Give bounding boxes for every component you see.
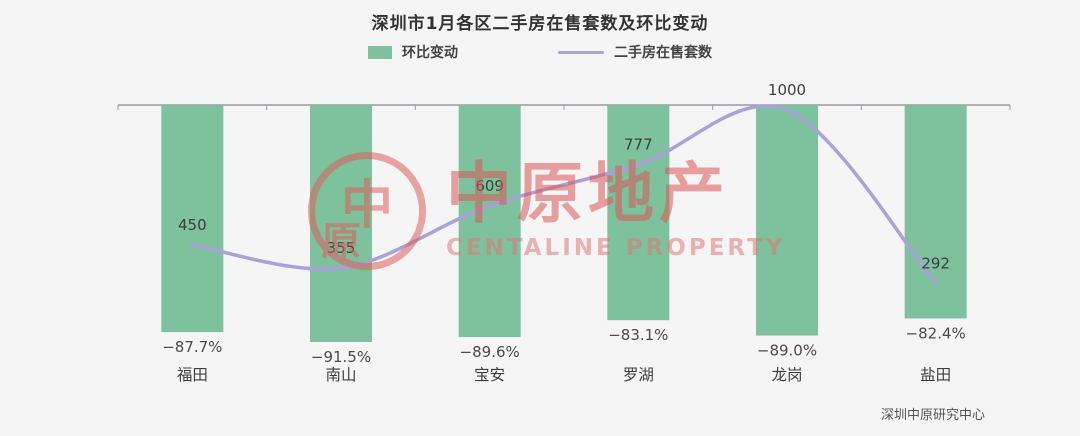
bar-value-label: −87.7% (162, 338, 222, 356)
bar-value-label: −89.6% (460, 343, 520, 361)
line-legend-label: 二手房在售套数 (614, 45, 712, 61)
bar-value-label: −83.1% (608, 326, 668, 344)
bar-value-label: −82.4% (906, 324, 966, 342)
category-label: 罗湖 (623, 366, 654, 384)
bar-value-label: −89.0% (757, 342, 817, 360)
bar-龙岗 (756, 105, 818, 336)
bar-罗湖 (607, 105, 670, 321)
bar-legend-swatch-icon (368, 45, 392, 59)
line-value-label: 1000 (768, 81, 806, 99)
category-label: 南山 (325, 366, 356, 384)
legend-item-line: 二手房在售套数 (558, 42, 712, 62)
category-label: 龙岗 (771, 366, 802, 384)
bar-宝安 (458, 105, 521, 338)
bar-盐田 (904, 105, 967, 319)
line-series (190, 104, 938, 286)
source-label: 深圳中原研究中心 (880, 408, 985, 423)
centaline-watermark: 中 原 中原地产 CENTALINE PROPERTY (308, 152, 785, 270)
category-label: 宝安 (474, 366, 505, 384)
category-label: 盐田 (920, 366, 951, 384)
line-value-label: 609 (475, 177, 504, 195)
logo-char-sub: 原 (321, 219, 361, 265)
watermark-en-text: CENTALINE PROPERTY (446, 235, 786, 261)
line-value-label: 777 (624, 136, 653, 154)
logo-char-main: 中 (341, 176, 394, 236)
bar-南山 (310, 105, 372, 342)
watermark-text-block: 中原地产 CENTALINE PROPERTY (446, 155, 786, 262)
chart-title: 深圳市1月各区二手房在售套数及环比变动 (371, 14, 709, 34)
bar-value-label: −91.5% (311, 348, 371, 366)
bar-legend-label: 环比变动 (402, 45, 458, 61)
line-legend-swatch-icon (558, 50, 604, 54)
centaline-logo-icon: 中 原 (308, 152, 426, 270)
line-value-label: 292 (921, 254, 950, 272)
legend-item-bar: 环比变动 (368, 42, 458, 62)
category-label: 福田 (177, 366, 208, 384)
bar-福田 (161, 105, 224, 333)
legend: 环比变动 二手房在售套数 (0, 42, 1080, 62)
watermark-cn-text: 中原地产 (446, 155, 730, 232)
line-value-label: 450 (178, 216, 207, 234)
line-value-label: 355 (327, 239, 356, 257)
